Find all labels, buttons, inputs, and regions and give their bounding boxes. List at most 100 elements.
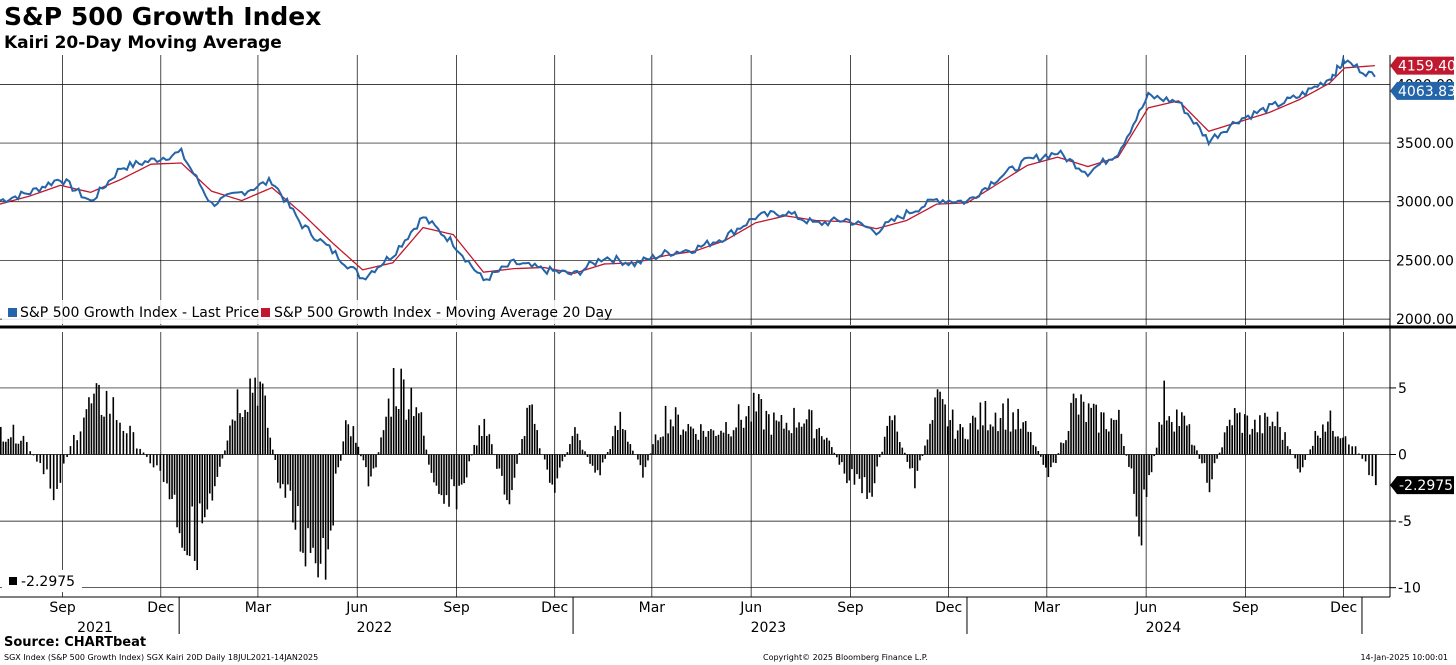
kairi-bar bbox=[229, 425, 231, 455]
upper-y-tick-label: 3000.00 bbox=[1396, 195, 1454, 211]
kairi-bar bbox=[135, 448, 138, 455]
kairi-bar bbox=[1344, 436, 1347, 455]
kairi-bar bbox=[1173, 431, 1176, 455]
kairi-bar bbox=[1286, 446, 1289, 455]
kairi-bar bbox=[601, 454, 604, 463]
kairi-bar bbox=[1274, 426, 1276, 455]
kairi-bar bbox=[929, 423, 931, 455]
kairi-bar bbox=[46, 454, 48, 470]
kairi-bar bbox=[606, 451, 609, 455]
kairi-bar bbox=[1014, 429, 1017, 455]
kairi-bar bbox=[214, 454, 216, 487]
kairi-bar bbox=[664, 405, 667, 455]
kairi-bar bbox=[241, 417, 244, 455]
kairi-bar bbox=[412, 416, 415, 455]
kairi-bar bbox=[997, 431, 999, 455]
kairi-bar bbox=[1296, 454, 1299, 469]
kairi-bar bbox=[219, 454, 221, 467]
kairi-bar bbox=[523, 436, 526, 455]
kairi-bar bbox=[571, 435, 574, 455]
kairi-bar bbox=[1238, 412, 1241, 455]
kairi-bar bbox=[1007, 398, 1009, 455]
kairi-bar bbox=[375, 454, 377, 468]
kairi-bar bbox=[162, 454, 165, 483]
kairi-bar bbox=[49, 454, 52, 489]
kairi-bar bbox=[559, 454, 561, 468]
kairi-bar bbox=[818, 427, 821, 455]
kairi-bar bbox=[387, 398, 390, 455]
chart-subtitle: Kairi 20-Day Moving Average bbox=[4, 33, 282, 53]
kairi-bar bbox=[249, 378, 251, 455]
kairi-bar bbox=[188, 454, 191, 556]
kairi-bar bbox=[1311, 445, 1314, 455]
kairi-bar bbox=[1133, 454, 1135, 494]
kairi-bar bbox=[56, 454, 58, 489]
kairi-bar bbox=[760, 399, 763, 455]
kairi-bar bbox=[20, 440, 22, 455]
kairi-bar bbox=[382, 430, 385, 455]
kairi-bar bbox=[1334, 436, 1337, 455]
kairi-bar bbox=[17, 443, 20, 455]
kairi-bar bbox=[848, 454, 851, 481]
kairi-bar bbox=[574, 427, 576, 455]
kairi-bar bbox=[866, 454, 868, 500]
kairi-bar bbox=[1281, 439, 1284, 455]
kairi-bar bbox=[1188, 424, 1191, 455]
lower-y-tick-label: -5 bbox=[1398, 514, 1412, 530]
kairi-bar bbox=[919, 454, 921, 461]
kairi-bar bbox=[125, 433, 128, 455]
kairi-bar bbox=[146, 454, 148, 457]
kairi-bar bbox=[883, 436, 886, 455]
kairi-bar bbox=[576, 433, 579, 455]
kairi-bar bbox=[1191, 444, 1193, 455]
kairi-bar bbox=[176, 454, 178, 528]
kairi-bar bbox=[470, 454, 473, 456]
kairi-bar bbox=[309, 454, 312, 553]
x-month-label: Dec bbox=[1330, 600, 1357, 616]
kairi-bar bbox=[503, 454, 506, 495]
kairi-bar bbox=[337, 454, 340, 468]
kairi-bar bbox=[775, 420, 778, 455]
kairi-bar bbox=[780, 414, 783, 455]
kairi-bar bbox=[727, 433, 730, 455]
kairi-bar bbox=[1040, 454, 1042, 457]
kairi-bar bbox=[982, 425, 984, 455]
kairi-bar bbox=[266, 427, 269, 455]
kairi-bar bbox=[1309, 449, 1312, 455]
kairi-bar bbox=[1148, 454, 1150, 476]
kairi-bar bbox=[1269, 426, 1271, 455]
kairi-bar bbox=[129, 425, 131, 455]
kairi-bar bbox=[846, 454, 848, 484]
kairi-bar bbox=[1271, 421, 1274, 455]
kairi-bar bbox=[201, 454, 204, 524]
kairi-bar bbox=[1027, 431, 1030, 455]
kairi-bar bbox=[712, 430, 715, 455]
kairi-bar bbox=[269, 437, 272, 455]
kairi-bar bbox=[139, 448, 141, 455]
kairi-bar bbox=[614, 425, 617, 455]
kairi-bar bbox=[329, 454, 332, 531]
kairi-bar bbox=[377, 452, 380, 455]
kairi-bar bbox=[478, 425, 481, 455]
kairi-bar bbox=[1236, 413, 1239, 455]
kairi-bar bbox=[52, 454, 55, 501]
kairi-bar bbox=[1032, 445, 1035, 455]
kairi-bar bbox=[1004, 429, 1007, 455]
kairi-bar bbox=[873, 454, 876, 484]
kairi-bar bbox=[856, 454, 858, 475]
kairi-bar bbox=[142, 452, 145, 455]
kairi-bar bbox=[682, 429, 685, 455]
chart-title: S&P 500 Growth Index bbox=[4, 2, 322, 31]
kairi-bar bbox=[637, 454, 639, 460]
kairi-bar bbox=[1259, 415, 1261, 455]
lower-y-tick-label: -10 bbox=[1398, 581, 1421, 597]
kairi-bar bbox=[629, 444, 632, 455]
kairi-bar bbox=[206, 454, 209, 510]
kairi-bar bbox=[611, 436, 614, 455]
footer-timestamp: 14-Jan-2025 10:00:01 bbox=[1360, 653, 1448, 662]
kairi-bar bbox=[460, 454, 463, 485]
kairi-bar bbox=[987, 430, 989, 455]
kairi-bar bbox=[453, 454, 455, 487]
kairi-bar bbox=[445, 454, 448, 496]
last-value-flag-moving-average: 4159.40 bbox=[1390, 56, 1456, 75]
